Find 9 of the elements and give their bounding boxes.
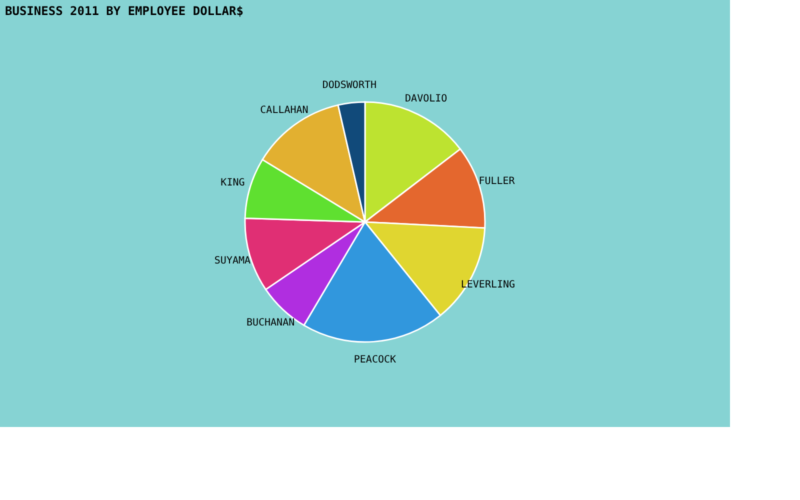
- slice-label: KING: [220, 178, 245, 189]
- slice-label: SUYAMA: [214, 256, 251, 266]
- slice-label: DAVOLIO: [405, 93, 448, 104]
- slice-label: CALLAHAN: [260, 105, 308, 116]
- slice-label: PEACOCK: [354, 354, 396, 366]
- slice-label: DODSWORTH: [322, 80, 377, 91]
- slice-label: FULLER: [478, 176, 516, 188]
- chart-title: BUSINESS 2011 BY EMPLOYEE DOLLAR$: [5, 4, 244, 18]
- slice-label: BUCHANAN: [246, 318, 295, 329]
